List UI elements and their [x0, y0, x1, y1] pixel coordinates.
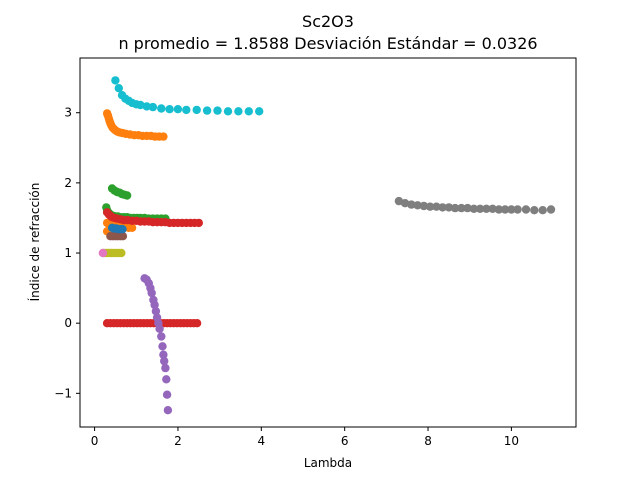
- data-point: [507, 205, 516, 214]
- data-point: [444, 203, 454, 212]
- data-point: [482, 204, 491, 213]
- data-point: [118, 232, 128, 241]
- plot-points: [98, 76, 556, 415]
- chart-subtitle: n promedio = 1.8588 Desviación Estándar …: [118, 34, 537, 53]
- x-tick-label: 2: [174, 434, 182, 448]
- data-point: [98, 248, 108, 258]
- data-point: [494, 205, 504, 214]
- x-axis: 0 2 4 6 8 10: [91, 427, 519, 448]
- data-point: [111, 76, 120, 85]
- data-point: [159, 132, 168, 141]
- data-point: [147, 288, 156, 298]
- data-point: [159, 350, 168, 359]
- data-point: [136, 100, 145, 110]
- data-point: [475, 204, 485, 213]
- y-tick-label: −1: [54, 386, 72, 400]
- data-point: [450, 203, 460, 213]
- y-axis: −1 0 1 2 3: [54, 106, 80, 400]
- series-9: [394, 196, 556, 215]
- data-point: [213, 106, 222, 115]
- data-point: [182, 105, 191, 115]
- data-point: [234, 107, 243, 116]
- data-point: [521, 205, 531, 214]
- x-tick-label: 6: [341, 434, 349, 448]
- data-point: [419, 201, 429, 211]
- data-point: [202, 106, 212, 115]
- data-point: [407, 200, 416, 209]
- data-point: [469, 204, 479, 213]
- data-point: [160, 356, 169, 366]
- y-tick-label: 0: [64, 316, 72, 330]
- data-point: [192, 319, 202, 328]
- series-7: [98, 248, 108, 258]
- x-tick-label: 0: [91, 434, 99, 448]
- data-point: [161, 363, 170, 373]
- data-point: [158, 342, 167, 351]
- data-point: [194, 218, 203, 228]
- data-point: [432, 202, 441, 211]
- data-point: [457, 203, 466, 213]
- data-point: [114, 84, 124, 93]
- data-point: [500, 205, 510, 214]
- chart-title: Sc2O3: [302, 12, 354, 31]
- data-point: [463, 203, 472, 213]
- data-point: [173, 105, 183, 114]
- data-point: [157, 104, 166, 113]
- data-point: [118, 225, 127, 234]
- data-point: [117, 248, 126, 258]
- data-point: [538, 206, 547, 215]
- data-point: [162, 390, 172, 399]
- x-tick-label: 4: [257, 434, 265, 448]
- series-8: [140, 274, 173, 415]
- data-point: [165, 105, 174, 114]
- data-point: [163, 406, 173, 415]
- data-point: [148, 102, 158, 112]
- data-point: [162, 375, 171, 384]
- data-point: [546, 205, 556, 214]
- x-tick-label: 10: [504, 434, 519, 448]
- data-point: [223, 107, 233, 116]
- data-point: [438, 203, 447, 212]
- data-point: [244, 107, 253, 116]
- x-tick-label: 8: [424, 434, 432, 448]
- data-point: [192, 105, 201, 115]
- data-point: [151, 307, 161, 316]
- series-5: [107, 223, 127, 234]
- data-point: [142, 102, 151, 111]
- data-point: [155, 324, 164, 333]
- data-point: [488, 204, 497, 213]
- y-tick-label: 1: [64, 246, 72, 260]
- data-point: [150, 300, 159, 310]
- x-axis-label: Lambda: [304, 456, 352, 470]
- y-tick-label: 2: [64, 176, 72, 190]
- series-0: [111, 76, 264, 116]
- data-point: [530, 206, 539, 215]
- data-point: [425, 202, 435, 211]
- data-point: [127, 223, 137, 232]
- y-axis-label: Índice de refracción: [27, 183, 42, 302]
- y-tick-label: 3: [64, 106, 72, 120]
- series-3: [102, 208, 203, 328]
- data-point: [255, 107, 264, 116]
- series-4: [106, 232, 128, 241]
- data-point: [413, 201, 422, 210]
- plot-frame: [79, 57, 577, 428]
- data-point: [513, 205, 522, 214]
- data-point: [122, 191, 132, 200]
- data-point: [400, 199, 410, 208]
- data-point: [157, 332, 166, 341]
